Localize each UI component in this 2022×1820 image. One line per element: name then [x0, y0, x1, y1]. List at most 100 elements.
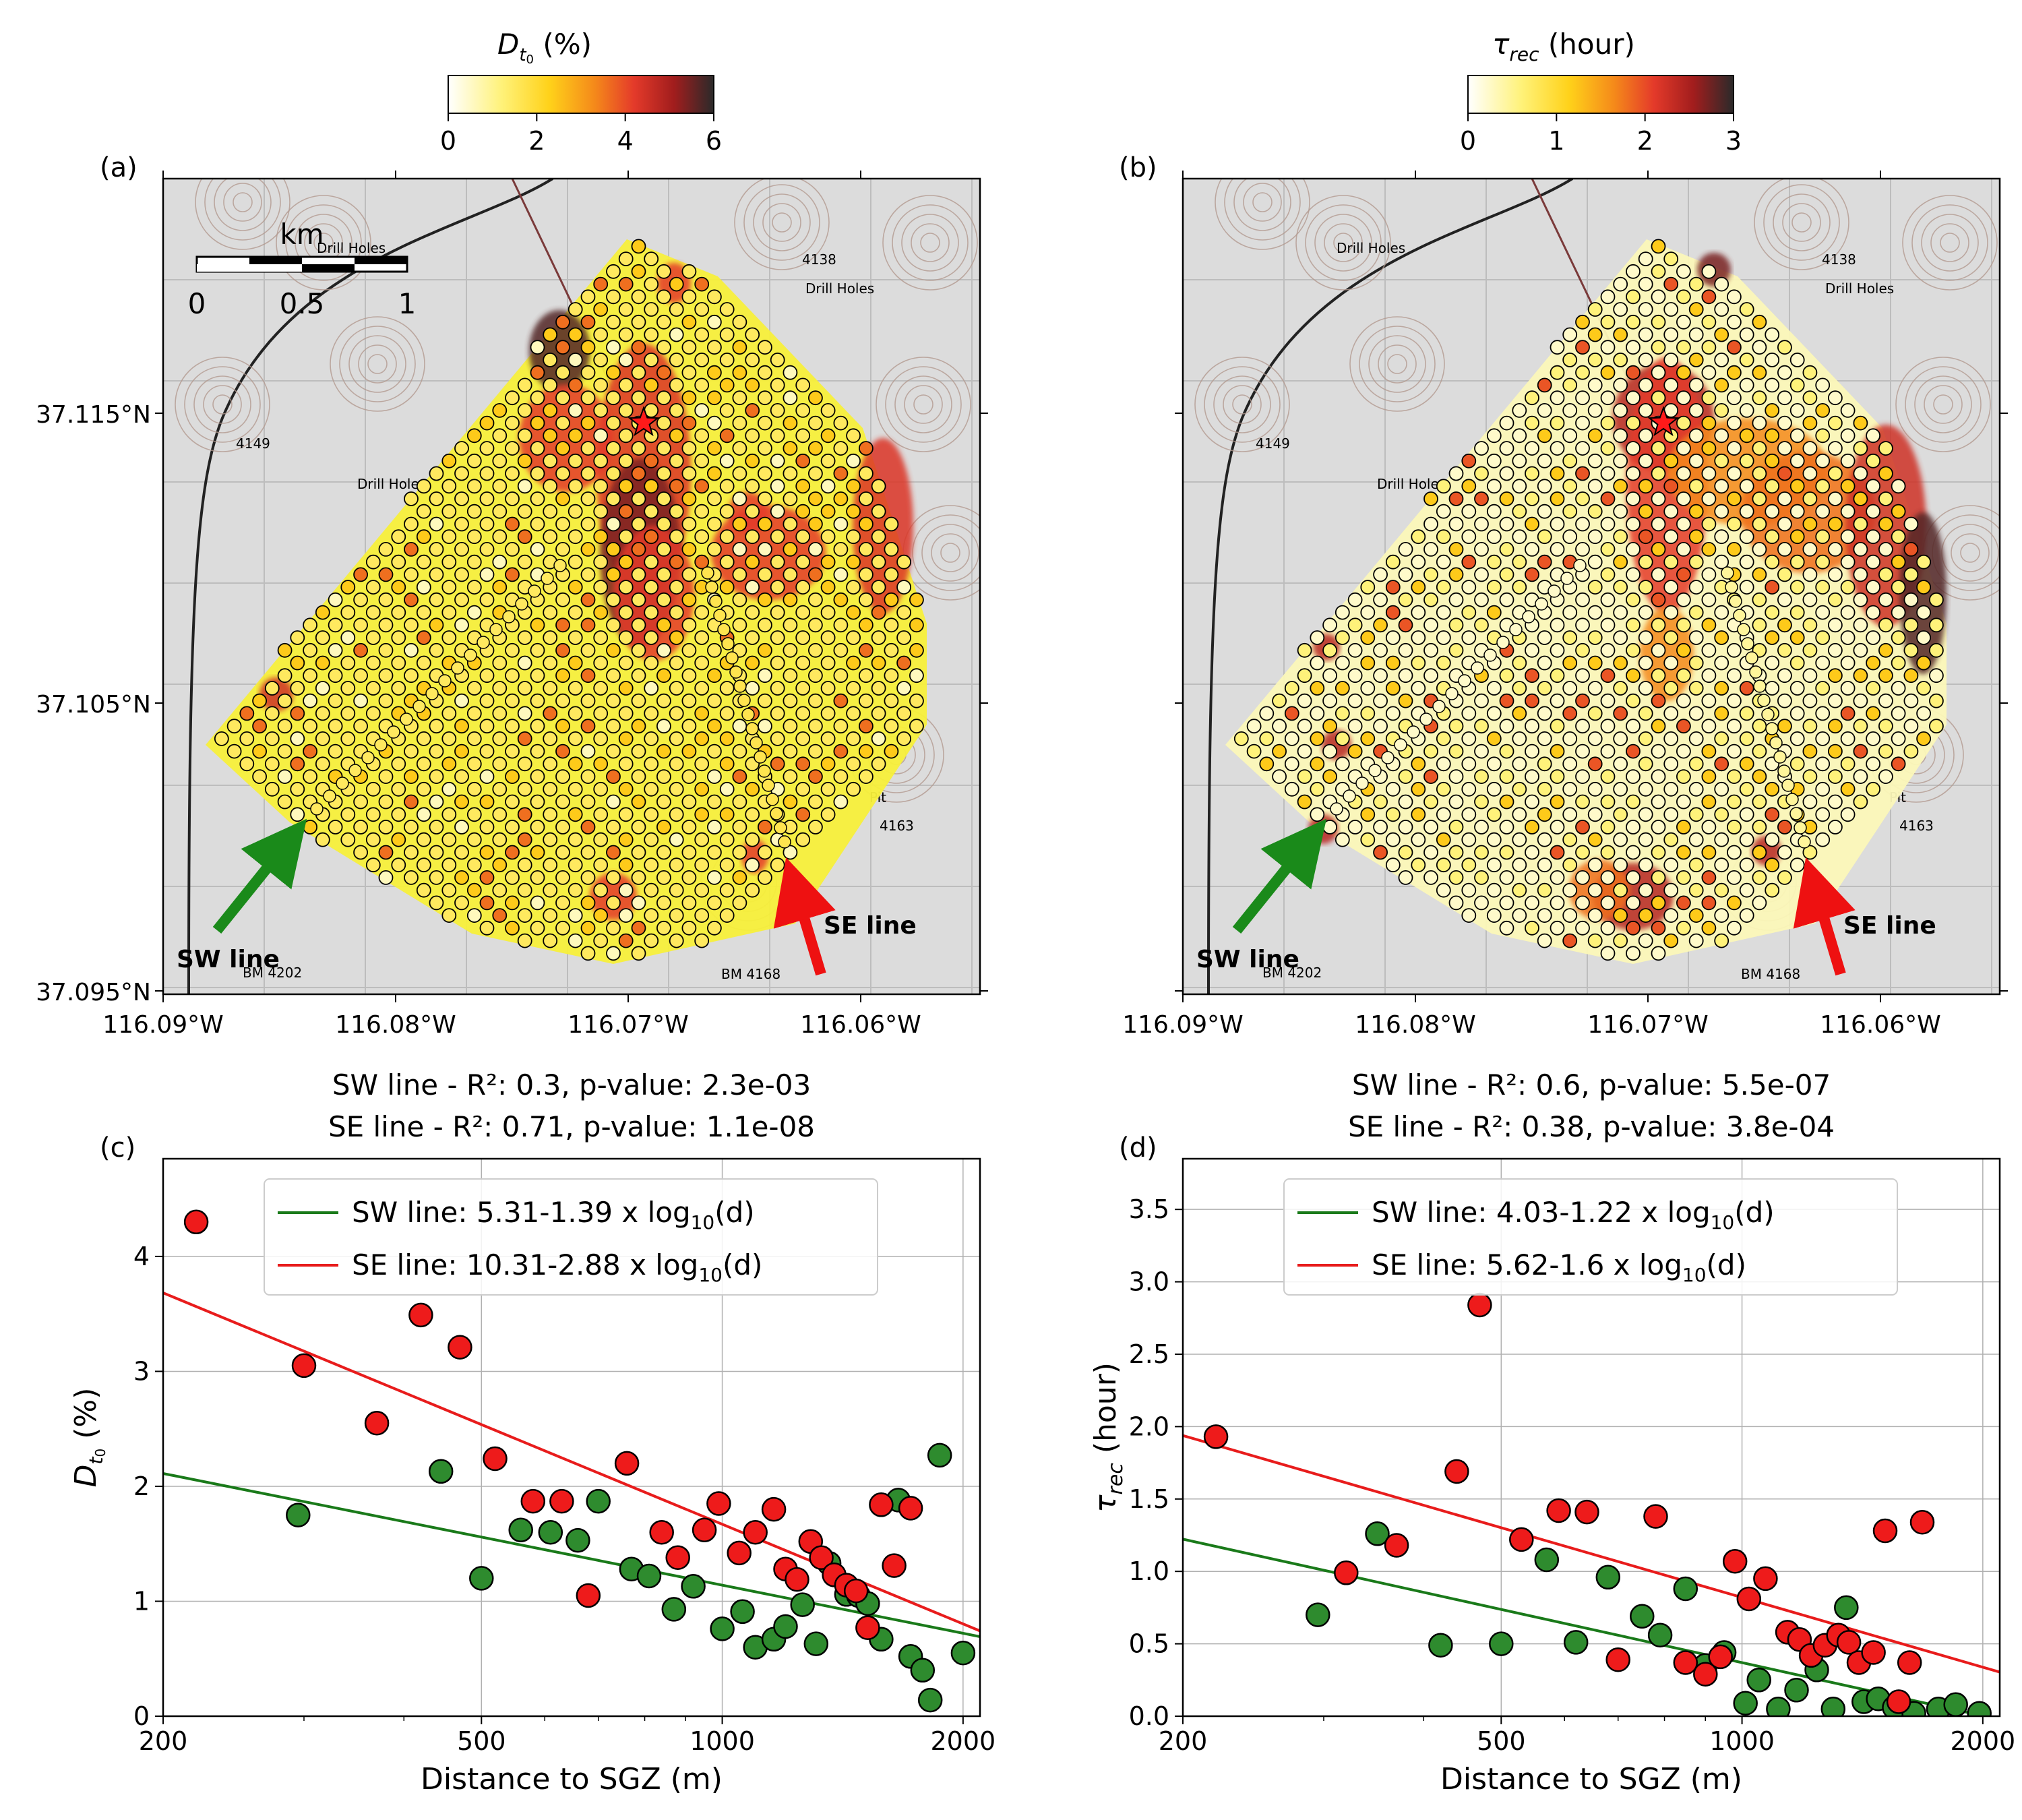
- station-marker: [669, 781, 684, 797]
- station-marker: [1866, 781, 1881, 797]
- station-marker: [631, 870, 646, 885]
- se-line-station: [758, 764, 771, 778]
- station-marker: [1436, 857, 1451, 873]
- station-marker: [568, 655, 583, 671]
- station-marker: [1423, 491, 1438, 506]
- station-marker: [656, 668, 671, 684]
- map-label: BM 4202: [1262, 965, 1322, 981]
- station-marker: [479, 845, 495, 860]
- station-marker: [707, 340, 722, 355]
- legend-box: [1283, 1178, 1898, 1296]
- station-marker: [580, 920, 596, 936]
- sw-line-arrow-a: [212, 818, 307, 934]
- station-marker: [1827, 769, 1843, 784]
- station-marker: [593, 377, 609, 393]
- station-marker: [808, 642, 823, 658]
- station-marker: [1626, 642, 1641, 658]
- station-marker: [1499, 693, 1514, 708]
- station-marker: [1398, 567, 1413, 582]
- station-marker: [1550, 820, 1565, 835]
- station-marker: [871, 479, 886, 494]
- station-marker: [732, 516, 747, 532]
- station-marker: [593, 302, 609, 317]
- station-marker: [568, 403, 583, 418]
- station-marker: [1347, 642, 1363, 658]
- station-marker: [644, 832, 659, 847]
- station-marker: [479, 820, 495, 835]
- station-marker: [568, 453, 583, 468]
- station-marker: [1777, 693, 1792, 708]
- station-marker: [555, 744, 570, 759]
- station-marker: [1626, 415, 1641, 431]
- map-label: 4149: [1256, 435, 1290, 452]
- station-marker: [732, 820, 747, 835]
- station-marker: [1688, 832, 1704, 847]
- station-marker: [492, 681, 508, 696]
- sw-line-station: [502, 610, 516, 624]
- station-marker: [1701, 441, 1717, 456]
- station-marker: [555, 693, 570, 708]
- station-marker: [1335, 681, 1350, 696]
- station-marker: [681, 744, 697, 759]
- station-marker: [277, 744, 293, 759]
- station-marker: [568, 377, 583, 393]
- station-marker: [694, 276, 710, 292]
- station-marker: [543, 403, 558, 418]
- station-marker: [1448, 870, 1464, 885]
- station-marker: [1436, 756, 1451, 772]
- station-marker: [303, 617, 318, 633]
- station-marker: [568, 681, 583, 696]
- station-marker: [694, 832, 710, 847]
- se-line-station: [1745, 651, 1758, 665]
- se-line-station: [1765, 722, 1779, 735]
- station-marker: [1525, 516, 1539, 532]
- station-marker: [1512, 529, 1527, 545]
- station-marker: [1512, 781, 1527, 797]
- station-marker: [1676, 719, 1691, 734]
- station-marker: [568, 832, 583, 847]
- station-marker: [681, 264, 697, 279]
- station-marker: [758, 365, 772, 380]
- station-marker: [1360, 706, 1376, 721]
- panel-c-title-2: SE line - R²: 0.71, p-value: 1.1e-08: [328, 1110, 815, 1143]
- station-marker: [479, 920, 495, 936]
- station-marker: [846, 453, 861, 468]
- station-marker: [214, 731, 229, 746]
- station-marker: [1499, 744, 1514, 759]
- station-marker: [303, 820, 318, 835]
- station-marker: [1765, 882, 1780, 898]
- station-marker: [1600, 592, 1616, 607]
- station-marker: [1562, 681, 1578, 696]
- station-marker: [1600, 340, 1616, 355]
- station-marker: [264, 756, 280, 772]
- station-marker: [1626, 365, 1641, 380]
- station-marker: [1663, 554, 1679, 570]
- station-marker: [1512, 681, 1527, 696]
- station-marker: [1613, 605, 1628, 620]
- station-marker: [770, 403, 785, 418]
- station-marker: [1714, 857, 1729, 873]
- station-marker: [758, 693, 772, 708]
- station-marker: [1385, 630, 1401, 645]
- station-marker: [1398, 693, 1413, 708]
- station-marker: [1916, 655, 1932, 671]
- station-marker: [846, 529, 861, 545]
- station-marker: [593, 832, 609, 847]
- station-marker: [1789, 377, 1805, 393]
- contour: [1902, 195, 1998, 291]
- station-marker: [391, 781, 406, 797]
- station-marker: [555, 542, 570, 557]
- station-marker: [1714, 302, 1729, 317]
- station-marker: [1525, 567, 1539, 582]
- station-marker: [1840, 655, 1856, 671]
- se-point: [1708, 1644, 1733, 1670]
- station-marker: [404, 744, 419, 759]
- station-marker: [1739, 580, 1754, 595]
- station-marker: [707, 441, 722, 456]
- station-marker: [1676, 693, 1691, 708]
- station-marker: [1688, 479, 1704, 494]
- station-marker: [707, 289, 722, 305]
- lon-tick-label: 116.06°W: [800, 1011, 921, 1039]
- y-tick-label: 1.5: [1129, 1484, 1169, 1514]
